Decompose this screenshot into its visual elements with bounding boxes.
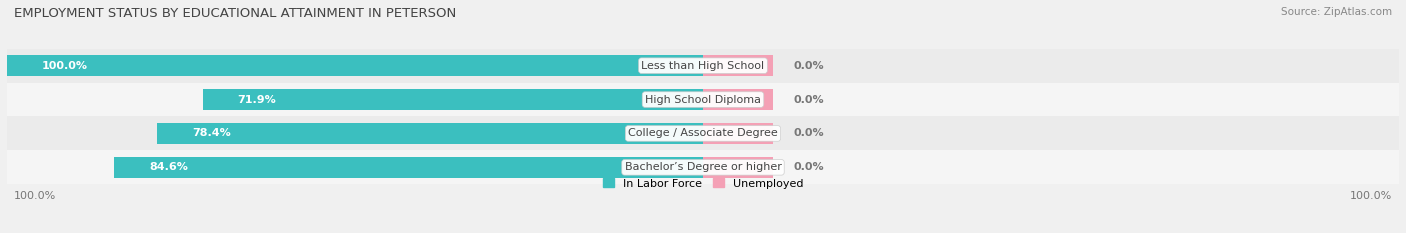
Text: 0.0%: 0.0% bbox=[793, 61, 824, 71]
Text: 0.0%: 0.0% bbox=[793, 95, 824, 105]
Bar bbox=[157, 123, 703, 144]
Legend: In Labor Force, Unemployed: In Labor Force, Unemployed bbox=[598, 174, 808, 193]
Text: 100.0%: 100.0% bbox=[14, 191, 56, 201]
Bar bbox=[114, 157, 703, 178]
Text: 84.6%: 84.6% bbox=[149, 162, 188, 172]
Text: Source: ZipAtlas.com: Source: ZipAtlas.com bbox=[1281, 7, 1392, 17]
Text: High School Diploma: High School Diploma bbox=[645, 95, 761, 105]
Text: 0.0%: 0.0% bbox=[793, 162, 824, 172]
Text: 71.9%: 71.9% bbox=[238, 95, 276, 105]
Bar bbox=[7, 83, 1399, 116]
Text: 100.0%: 100.0% bbox=[1350, 191, 1392, 201]
Text: 0.0%: 0.0% bbox=[793, 128, 824, 138]
Text: 100.0%: 100.0% bbox=[42, 61, 87, 71]
Bar bbox=[7, 116, 1399, 150]
Text: Less than High School: Less than High School bbox=[641, 61, 765, 71]
Bar bbox=[703, 123, 773, 144]
Bar bbox=[7, 55, 703, 76]
Bar bbox=[703, 157, 773, 178]
Text: EMPLOYMENT STATUS BY EDUCATIONAL ATTAINMENT IN PETERSON: EMPLOYMENT STATUS BY EDUCATIONAL ATTAINM… bbox=[14, 7, 457, 20]
Bar bbox=[703, 89, 773, 110]
Text: 78.4%: 78.4% bbox=[193, 128, 231, 138]
Bar bbox=[703, 55, 773, 76]
Bar bbox=[202, 89, 703, 110]
Bar bbox=[7, 49, 1399, 83]
Text: College / Associate Degree: College / Associate Degree bbox=[628, 128, 778, 138]
Bar bbox=[7, 150, 1399, 184]
Text: Bachelor’s Degree or higher: Bachelor’s Degree or higher bbox=[624, 162, 782, 172]
